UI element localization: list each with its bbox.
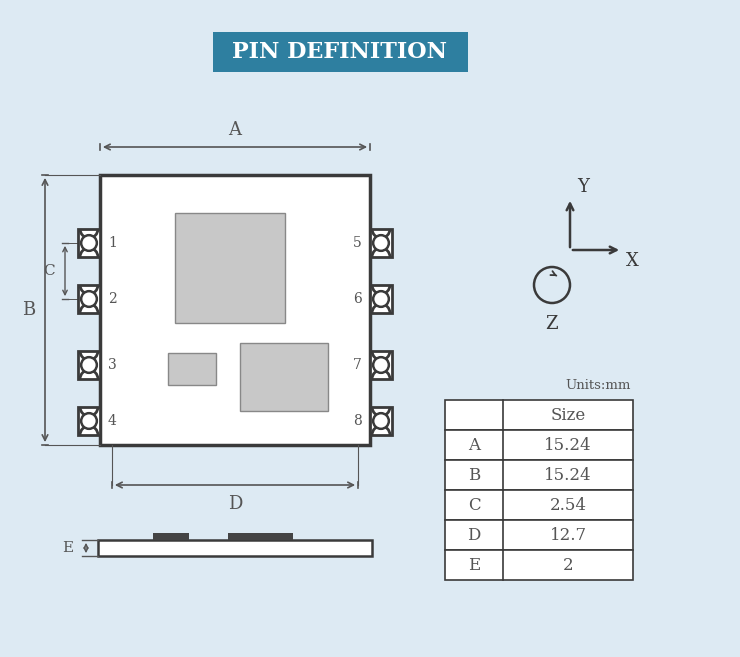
Bar: [445, 400, 633, 430]
Circle shape: [81, 357, 97, 373]
Text: Z: Z: [545, 315, 558, 333]
Text: A: A: [468, 436, 480, 453]
Text: 5: 5: [353, 236, 362, 250]
Bar: [98, 540, 372, 556]
Bar: [445, 430, 633, 460]
Text: E: E: [468, 556, 480, 574]
Bar: [445, 550, 633, 580]
Bar: [175, 213, 285, 323]
Text: A: A: [229, 121, 241, 139]
Bar: [445, 490, 633, 520]
Bar: [153, 533, 189, 540]
Text: E: E: [62, 541, 73, 555]
Text: 2.54: 2.54: [550, 497, 587, 514]
Text: C: C: [468, 497, 480, 514]
Circle shape: [81, 291, 97, 307]
Bar: [212, 32, 468, 72]
Text: PIN DEFINITION: PIN DEFINITION: [232, 41, 448, 63]
Text: Size: Size: [551, 407, 585, 424]
Text: 15.24: 15.24: [544, 436, 592, 453]
Bar: [445, 460, 633, 490]
Text: 15.24: 15.24: [544, 466, 592, 484]
Text: D: D: [468, 526, 481, 543]
Bar: [228, 533, 293, 540]
Text: C: C: [44, 264, 55, 278]
Text: Units:mm: Units:mm: [565, 379, 631, 392]
Circle shape: [373, 235, 388, 251]
Text: 6: 6: [353, 292, 362, 306]
Text: B: B: [21, 301, 35, 319]
Text: X: X: [626, 252, 639, 270]
Text: D: D: [228, 495, 242, 513]
Bar: [100, 175, 370, 445]
Circle shape: [534, 267, 570, 303]
Text: 12.7: 12.7: [549, 526, 587, 543]
Text: 2: 2: [562, 556, 574, 574]
Circle shape: [373, 291, 388, 307]
Bar: [370, 229, 392, 257]
Circle shape: [373, 413, 388, 429]
Bar: [370, 285, 392, 313]
Text: 1: 1: [108, 236, 117, 250]
Text: Y: Y: [577, 178, 589, 196]
Text: 3: 3: [108, 358, 117, 372]
Bar: [78, 229, 100, 257]
Circle shape: [81, 235, 97, 251]
Text: 7: 7: [353, 358, 362, 372]
Text: 8: 8: [353, 414, 362, 428]
Bar: [370, 407, 392, 435]
Text: 4: 4: [108, 414, 117, 428]
Bar: [370, 351, 392, 379]
Bar: [78, 407, 100, 435]
Text: B: B: [468, 466, 480, 484]
Circle shape: [373, 357, 388, 373]
Text: 2: 2: [108, 292, 117, 306]
Bar: [168, 353, 216, 385]
Bar: [240, 343, 328, 411]
Bar: [445, 520, 633, 550]
Circle shape: [81, 413, 97, 429]
Bar: [78, 285, 100, 313]
Bar: [78, 351, 100, 379]
